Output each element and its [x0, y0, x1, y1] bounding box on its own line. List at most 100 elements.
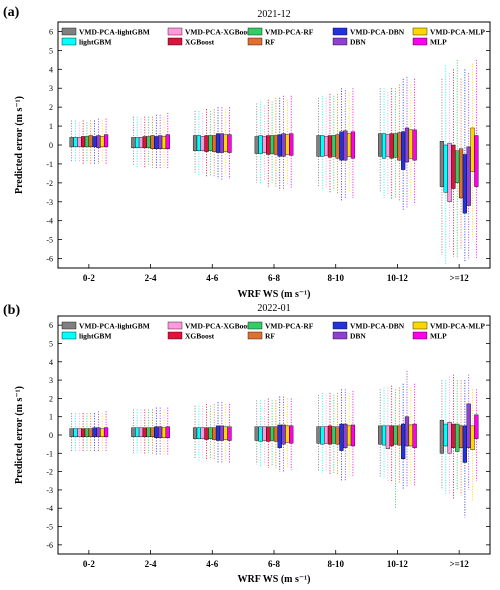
- x-axis-label: WRF WS (m s⁻¹): [238, 574, 311, 585]
- legend-swatch: [412, 321, 428, 330]
- box: [135, 427, 140, 438]
- box: [466, 146, 471, 206]
- y-tick-label: -2: [46, 468, 53, 477]
- legend-label: VMD-PCA-RF: [265, 28, 314, 37]
- box: [408, 129, 413, 159]
- box: [69, 428, 74, 438]
- legend-label: DBN: [350, 332, 366, 341]
- box: [324, 426, 329, 444]
- box: [470, 127, 475, 172]
- box: [412, 423, 417, 449]
- legend-label: VMD-PCA-XGBoost: [185, 322, 253, 331]
- box: [84, 136, 90, 148]
- box: [458, 148, 464, 199]
- legend-swatch: [167, 27, 183, 36]
- legend-label: RF: [265, 38, 275, 47]
- y-tick-label: 3: [49, 84, 53, 93]
- y-tick-label: 0: [49, 431, 53, 440]
- x-tick-label: 10-12: [387, 559, 408, 569]
- box: [131, 427, 136, 438]
- box: [381, 133, 387, 159]
- y-tick-label: 5: [49, 46, 53, 55]
- box: [378, 425, 383, 445]
- box: [320, 135, 325, 157]
- box: [462, 425, 467, 463]
- box: [208, 135, 213, 151]
- box: [451, 144, 456, 189]
- box: [335, 426, 340, 445]
- box: [462, 154, 467, 214]
- box: [273, 135, 279, 155]
- y-tick-label: -2: [46, 179, 53, 188]
- box: [165, 426, 170, 438]
- y-tick-label: -3: [46, 486, 53, 495]
- box: [142, 427, 147, 438]
- box: [204, 427, 209, 440]
- x-tick-label: 0-2: [83, 559, 95, 569]
- box: [343, 130, 348, 161]
- box: [281, 133, 286, 157]
- legend-swatch: [332, 27, 348, 36]
- box: [154, 136, 159, 149]
- x-axis-label: WRF WS (m s⁻¹): [238, 289, 311, 300]
- y-tick-label: -1: [46, 160, 53, 169]
- box: [443, 144, 448, 193]
- y-axis-label: Predicted error (m s⁻¹): [14, 386, 25, 484]
- y-tick-label: 2: [49, 394, 53, 403]
- y-tick-label: -6: [46, 255, 53, 264]
- box: [339, 131, 344, 161]
- box: [165, 134, 170, 149]
- box: [73, 137, 78, 148]
- box: [451, 423, 456, 449]
- box: [397, 132, 402, 161]
- x-tick-label: 8-10: [327, 273, 344, 283]
- legend-label: VMD-PCA-MLP: [430, 28, 485, 37]
- box: [346, 133, 352, 157]
- legend-swatch: [332, 37, 348, 46]
- box: [254, 136, 259, 154]
- box: [350, 424, 356, 447]
- y-tick-label: 1: [49, 122, 53, 131]
- box: [393, 425, 398, 445]
- box: [393, 133, 398, 158]
- box: [258, 135, 263, 154]
- legend-swatch: [332, 331, 348, 340]
- box: [158, 426, 163, 438]
- box: [389, 425, 394, 447]
- box: [212, 427, 217, 440]
- legend-swatch: [247, 27, 263, 36]
- x-tick-label: 0-2: [83, 273, 95, 283]
- box: [327, 135, 333, 158]
- y-tick-label: -6: [46, 541, 53, 550]
- box: [273, 426, 279, 442]
- y-axis-label: Predicted error (m s⁻¹): [14, 96, 25, 194]
- y-tick-label: -5: [46, 236, 53, 245]
- x-tick-label: >=12: [450, 273, 470, 283]
- box: [404, 416, 410, 447]
- legend-swatch: [247, 321, 263, 330]
- box: [223, 134, 228, 152]
- box: [92, 136, 97, 148]
- box: [96, 427, 101, 438]
- box: [266, 135, 271, 155]
- legend-label: XGBoost: [185, 332, 215, 341]
- x-tick-label: 6-8: [268, 559, 280, 569]
- box: [331, 426, 336, 444]
- chart-panel-2: (b) 2022-01 -6 -5 -4 -3 -2 -1 0 1 2 3 4 5 6 Predicted e…: [3, 303, 491, 585]
- box: [69, 137, 74, 148]
- box: [397, 425, 402, 446]
- box: [161, 427, 167, 438]
- box: [289, 133, 294, 156]
- box: [455, 150, 460, 184]
- legend-swatch: [412, 37, 428, 46]
- legend-label: VMD-PCA-MLP: [430, 322, 485, 331]
- box: [447, 421, 452, 454]
- box: [269, 135, 275, 154]
- box: [158, 135, 163, 149]
- box: [131, 137, 136, 149]
- box: [88, 135, 93, 148]
- box: [208, 427, 213, 439]
- box: [466, 403, 471, 449]
- box: [81, 428, 86, 438]
- legend-swatch: [332, 321, 348, 330]
